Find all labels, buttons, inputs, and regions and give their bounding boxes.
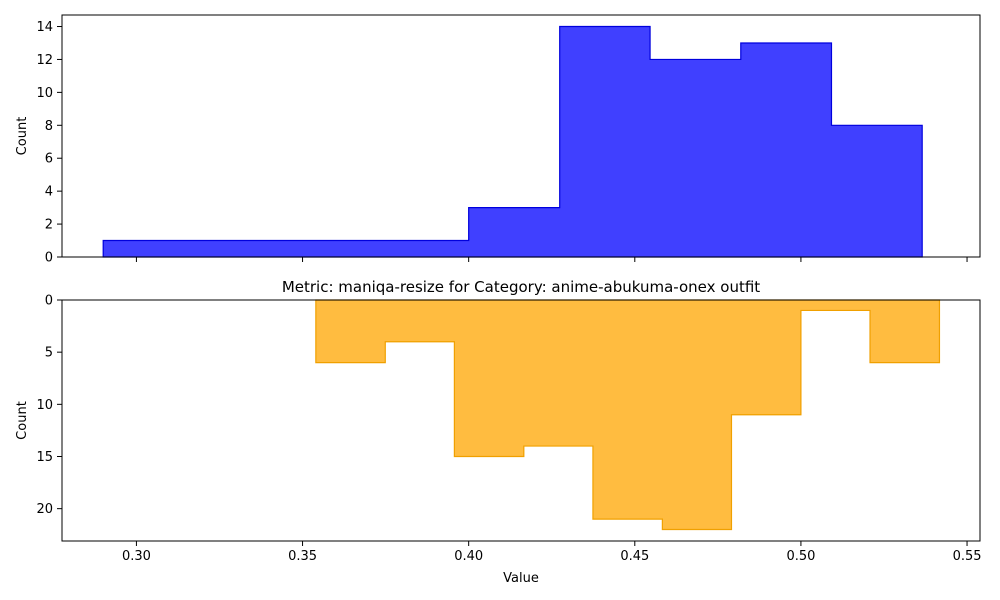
chart-title: Metric: maniqa-resize for Category: anim… [282,278,760,296]
y-tick-label: 0 [45,251,53,266]
y-axis-label: Count [15,117,30,156]
y-tick-label: 6 [45,152,53,167]
y-tick-label: 0 [45,294,53,309]
y-axis-label: Count [15,401,30,440]
y-tick-label: 10 [36,86,53,101]
x-tick-label: 0.30 [122,549,151,564]
y-tick-label: 2 [45,218,53,233]
y-tick-label: 15 [36,450,53,465]
histogram-area [315,299,941,531]
y-tick-label: 12 [36,53,53,68]
y-tick-label: 5 [45,346,53,361]
x-tick-label: 0.35 [288,549,317,564]
y-tick-label: 20 [36,502,53,517]
histogram-area [102,25,923,258]
y-tick-label: 4 [45,185,53,200]
y-tick-label: 10 [36,398,53,413]
y-tick-label: 8 [45,119,53,134]
axes-frame [61,299,981,542]
x-axis-label: Value [503,571,539,586]
axes-frame [61,14,981,258]
x-tick-label: 0.55 [953,549,982,564]
x-tick-label: 0.45 [620,549,649,564]
top-panel: 0 2 4 6 8 10 12 14 Count [15,14,981,266]
x-tick-label: 0.40 [454,549,483,564]
x-tick-label: 0.50 [786,549,815,564]
y-tick-label: 14 [36,20,53,35]
bottom-panel: 0 5 10 15 20 0.30 0.35 0.40 0.45 0.50 0.55 Count Met… [15,278,982,586]
